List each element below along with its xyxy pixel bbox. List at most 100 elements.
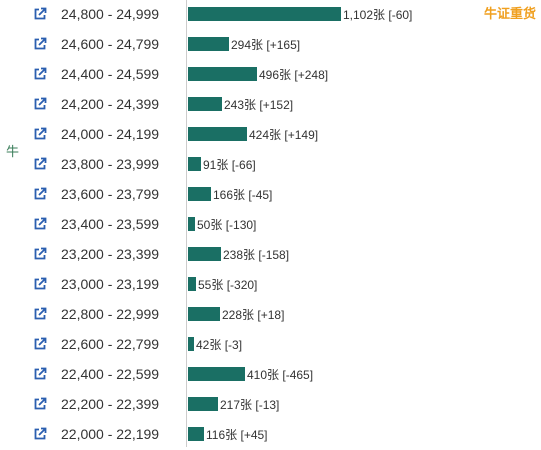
- value-label: 91张: [203, 158, 229, 172]
- change-label: [-60]: [388, 8, 413, 22]
- data-label: 50张 [-130]: [197, 216, 256, 233]
- external-link-icon[interactable]: [33, 127, 47, 141]
- bar[interactable]: [188, 277, 196, 291]
- external-link-icon[interactable]: [33, 367, 47, 381]
- change-label: [-3]: [224, 338, 243, 352]
- corner-label[interactable]: 牛证重货: [484, 6, 537, 21]
- data-label: 42张 [-3]: [196, 336, 242, 353]
- value-label: 496张: [259, 68, 292, 82]
- external-link-icon[interactable]: [33, 277, 47, 291]
- chart-row: 24,600 - 24,799 294张 [+165]: [0, 30, 541, 60]
- change-label: [-320]: [226, 278, 258, 292]
- change-label: [-66]: [231, 158, 256, 172]
- change-label: [+18]: [257, 308, 285, 322]
- value-label: 42张: [196, 338, 222, 352]
- category-label: 23,400 - 23,599: [61, 216, 160, 232]
- axis-line: [186, 0, 187, 447]
- external-link-icon[interactable]: [33, 67, 47, 81]
- data-label: 243张 [+152]: [224, 96, 293, 113]
- change-label: [-465]: [282, 368, 314, 382]
- bar[interactable]: [188, 157, 201, 171]
- data-label: 166张 [-45]: [213, 186, 272, 203]
- category-label: 22,200 - 22,399: [61, 396, 160, 412]
- chart-row: 22,000 - 22,199 116张 [+45]: [0, 420, 541, 450]
- change-label: [-45]: [248, 188, 273, 202]
- chart-row: 22,800 - 22,999 228张 [+18]: [0, 300, 541, 330]
- data-label: 116张 [+45]: [206, 426, 268, 443]
- chart-row: 23,200 - 23,399 238张 [-158]: [0, 240, 541, 270]
- data-label: 91张 [-66]: [203, 156, 256, 173]
- data-label: 424张 [+149]: [249, 126, 318, 143]
- chart-row: 24,400 - 24,599 496张 [+248]: [0, 60, 541, 90]
- bar[interactable]: [188, 427, 204, 441]
- value-label: 50张: [197, 218, 223, 232]
- change-label: [-130]: [225, 218, 257, 232]
- bar[interactable]: [188, 337, 194, 351]
- chart-row: 22,200 - 22,399 217张 [-13]: [0, 390, 541, 420]
- external-link-icon[interactable]: [33, 247, 47, 261]
- data-label: 294张 [+165]: [231, 36, 300, 53]
- change-label: [+149]: [284, 128, 319, 142]
- value-label: 424张: [249, 128, 282, 142]
- data-label: 228张 [+18]: [222, 306, 284, 323]
- chart-row: 24,800 - 24,999 1,102张 [-60]: [0, 0, 541, 30]
- category-label: 22,400 - 22,599: [61, 366, 160, 382]
- external-link-icon[interactable]: [33, 337, 47, 351]
- chart-row: 23,600 - 23,799 166张 [-45]: [0, 180, 541, 210]
- value-label: 166张: [213, 188, 246, 202]
- category-label: 24,000 - 24,199: [61, 126, 160, 142]
- value-label: 1,102张: [343, 8, 386, 22]
- chart-row: 22,400 - 22,599 410张 [-465]: [0, 360, 541, 390]
- change-label: [-158]: [258, 248, 290, 262]
- bar[interactable]: [188, 7, 341, 21]
- bar[interactable]: [188, 217, 195, 231]
- external-link-icon[interactable]: [33, 97, 47, 111]
- external-link-icon[interactable]: [33, 307, 47, 321]
- side-label: 牛: [6, 144, 20, 159]
- category-label: 24,400 - 24,599: [61, 66, 160, 82]
- value-label: 228张: [222, 308, 255, 322]
- bar[interactable]: [188, 37, 229, 51]
- bar[interactable]: [188, 127, 247, 141]
- change-label: [+248]: [294, 68, 329, 82]
- chart-row: 24,000 - 24,199 424张 [+149]: [0, 120, 541, 150]
- chart-row: 23,000 - 23,199 55张 [-320]: [0, 270, 541, 300]
- bar[interactable]: [188, 67, 257, 81]
- bar[interactable]: [188, 367, 245, 381]
- bar[interactable]: [188, 97, 222, 111]
- external-link-icon[interactable]: [33, 397, 47, 411]
- chart-row: 24,200 - 24,399 243张 [+152]: [0, 90, 541, 120]
- value-label: 410张: [247, 368, 280, 382]
- data-label: 238张 [-158]: [223, 246, 289, 263]
- category-label: 24,200 - 24,399: [61, 96, 160, 112]
- category-label: 23,800 - 23,999: [61, 156, 160, 172]
- external-link-icon[interactable]: [33, 217, 47, 231]
- external-link-icon[interactable]: [33, 157, 47, 171]
- external-link-icon[interactable]: [33, 7, 47, 21]
- data-label: 496张 [+248]: [259, 66, 328, 83]
- external-link-icon[interactable]: [33, 37, 47, 51]
- chart-row: 23,400 - 23,599 50张 [-130]: [0, 210, 541, 240]
- chart-row: 23,800 - 23,999 91张 [-66]: [0, 150, 541, 180]
- category-label: 23,000 - 23,199: [61, 276, 160, 292]
- change-label: [+165]: [266, 38, 301, 52]
- value-label: 294张: [231, 38, 264, 52]
- category-label: 22,000 - 22,199: [61, 426, 160, 442]
- external-link-icon[interactable]: [33, 427, 47, 441]
- external-link-icon[interactable]: [33, 187, 47, 201]
- category-label: 22,600 - 22,799: [61, 336, 160, 352]
- category-label: 23,200 - 23,399: [61, 246, 160, 262]
- value-label: 116张: [206, 428, 238, 442]
- bar[interactable]: [188, 247, 221, 261]
- category-label: 24,600 - 24,799: [61, 36, 160, 52]
- value-label: 217张: [220, 398, 253, 412]
- bar[interactable]: [188, 397, 218, 411]
- data-label: 55张 [-320]: [198, 276, 257, 293]
- change-label: [+45]: [240, 428, 268, 442]
- chart-row: 22,600 - 22,799 42张 [-3]: [0, 330, 541, 360]
- value-label: 238张: [223, 248, 256, 262]
- value-label: 55张: [198, 278, 224, 292]
- bar[interactable]: [188, 307, 220, 321]
- bar[interactable]: [188, 187, 211, 201]
- data-label: 217张 [-13]: [220, 396, 279, 413]
